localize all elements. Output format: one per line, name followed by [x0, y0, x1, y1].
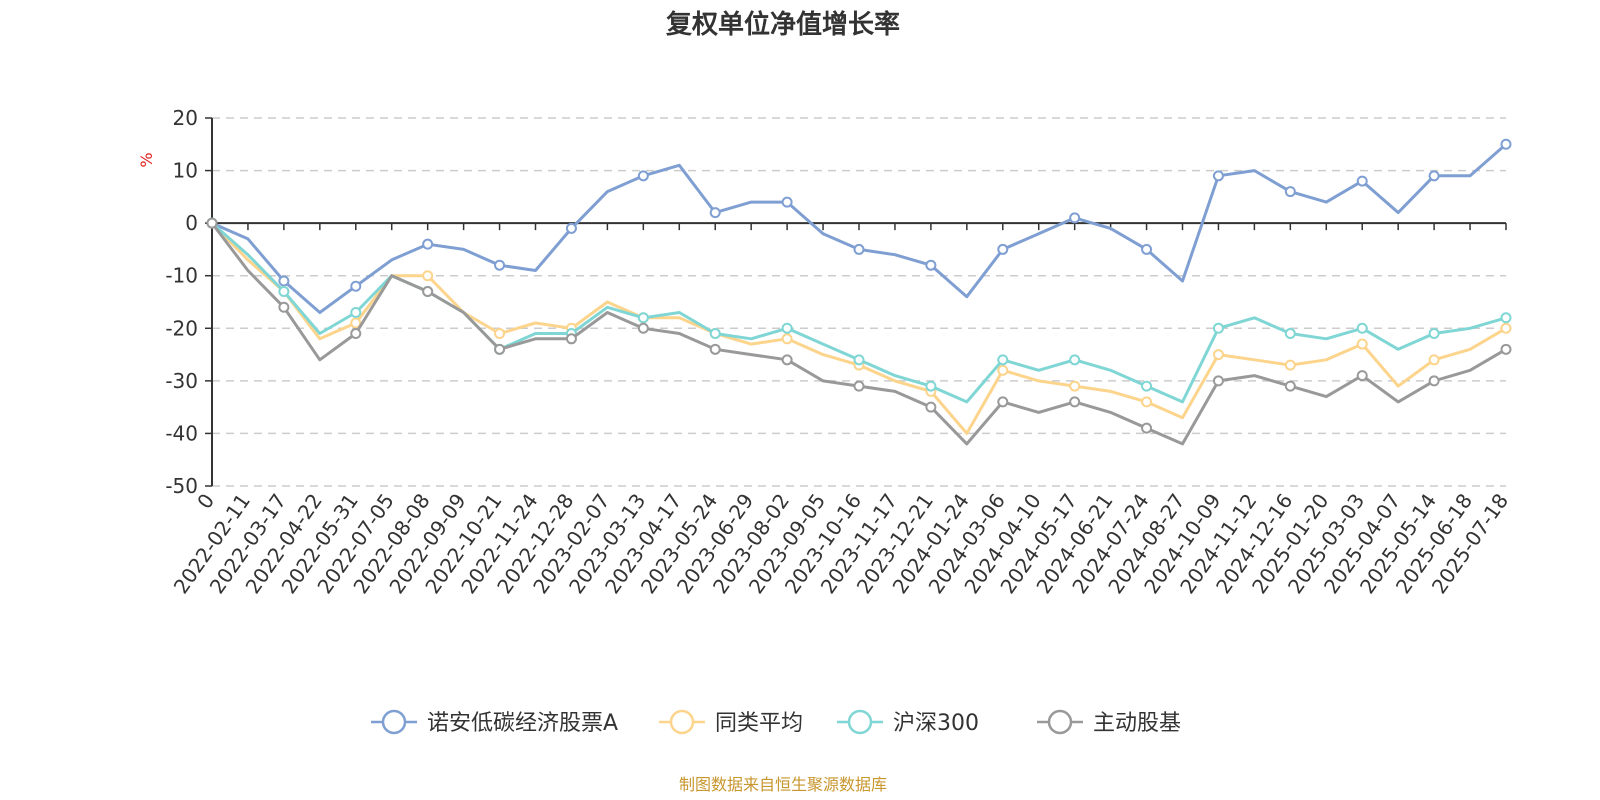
- series-lines: [206, 138, 1512, 446]
- gridlines: [212, 117, 1506, 487]
- legend-marker: [847, 709, 873, 735]
- data-point: [1212, 349, 1224, 361]
- data-point: [781, 196, 793, 208]
- data-point: [925, 401, 937, 413]
- data-point: [997, 364, 1009, 376]
- data-point: [350, 328, 362, 340]
- data-point: [1141, 243, 1153, 255]
- data-point: [278, 275, 290, 287]
- data-point: [1284, 359, 1296, 371]
- data-point: [1284, 328, 1296, 340]
- data-point: [494, 343, 506, 355]
- legend-marker: [381, 709, 407, 735]
- data-point: [1500, 343, 1512, 355]
- data-point: [1069, 354, 1081, 366]
- data-point: [709, 343, 721, 355]
- data-point: [853, 243, 865, 255]
- source-note: 制图数据来自恒生聚源数据库: [679, 775, 887, 794]
- data-point: [494, 328, 506, 340]
- data-point: [709, 328, 721, 340]
- series-line: [210, 222, 1507, 446]
- data-point: [1069, 396, 1081, 408]
- data-point: [925, 380, 937, 392]
- data-point: [1069, 380, 1081, 392]
- data-point: [637, 312, 649, 324]
- y-tick-label: 20: [173, 106, 198, 130]
- data-point: [1428, 170, 1440, 182]
- data-point: [350, 307, 362, 319]
- data-point: [637, 170, 649, 182]
- data-point: [1069, 212, 1081, 224]
- data-point: [1284, 380, 1296, 392]
- data-point: [1141, 422, 1153, 434]
- data-point: [1428, 328, 1440, 340]
- data-point: [422, 238, 434, 250]
- data-point: [565, 333, 577, 345]
- data-point: [1212, 375, 1224, 387]
- legend-label: 诺安低碳经济股票A: [427, 711, 618, 736]
- data-point: [997, 396, 1009, 408]
- x-tick-label: 0: [192, 489, 219, 513]
- data-point: [278, 285, 290, 297]
- y-tick-label: -20: [165, 316, 198, 340]
- data-point: [709, 207, 721, 219]
- y-tick-label: 10: [173, 159, 198, 183]
- data-point: [781, 354, 793, 366]
- legend[interactable]: 诺安低碳经济股票A 同类平均 沪深300 主动股基: [371, 709, 1181, 736]
- data-point: [565, 222, 577, 234]
- data-point: [1356, 338, 1368, 350]
- legend-item[interactable]: 诺安低碳经济股票A: [371, 709, 618, 736]
- data-point: [422, 285, 434, 297]
- legend-marker: [669, 709, 695, 735]
- data-point: [206, 217, 218, 229]
- data-point: [1500, 312, 1512, 324]
- data-point: [997, 354, 1009, 366]
- data-point: [1356, 370, 1368, 382]
- legend-item[interactable]: 主动股基: [1037, 709, 1181, 736]
- legend-label: 同类平均: [715, 711, 803, 736]
- data-point: [1356, 322, 1368, 334]
- y-tick-label: -40: [165, 421, 198, 445]
- data-point: [1141, 396, 1153, 408]
- legend-label: 沪深300: [893, 711, 979, 736]
- data-point: [997, 243, 1009, 255]
- data-point: [1428, 375, 1440, 387]
- y-tick-label: -10: [165, 264, 198, 288]
- data-point: [925, 259, 937, 271]
- data-point: [781, 322, 793, 334]
- data-point: [1428, 354, 1440, 366]
- data-point: [781, 333, 793, 345]
- legend-label: 主动股基: [1093, 711, 1181, 736]
- legend-item[interactable]: 同类平均: [659, 709, 803, 736]
- y-axis-unit: %: [137, 152, 156, 167]
- data-point: [637, 322, 649, 334]
- data-point: [422, 270, 434, 282]
- data-point: [278, 301, 290, 313]
- y-tick-label: 0: [185, 211, 198, 235]
- data-point: [1284, 186, 1296, 198]
- legend-item[interactable]: 沪深300: [837, 709, 979, 736]
- data-point: [853, 380, 865, 392]
- data-point: [494, 259, 506, 271]
- chart-title: 复权单位净值增长率: [666, 9, 900, 40]
- data-point: [350, 280, 362, 292]
- data-point: [853, 354, 865, 366]
- data-point: [1500, 322, 1512, 334]
- data-point: [350, 317, 362, 329]
- y-tick-label: -30: [165, 369, 198, 393]
- data-point: [1500, 138, 1512, 150]
- legend-marker: [1047, 709, 1073, 735]
- data-point: [1141, 380, 1153, 392]
- y-tick-label: -50: [165, 474, 198, 498]
- data-point: [1356, 175, 1368, 187]
- data-point: [1212, 322, 1224, 334]
- data-point: [1212, 170, 1224, 182]
